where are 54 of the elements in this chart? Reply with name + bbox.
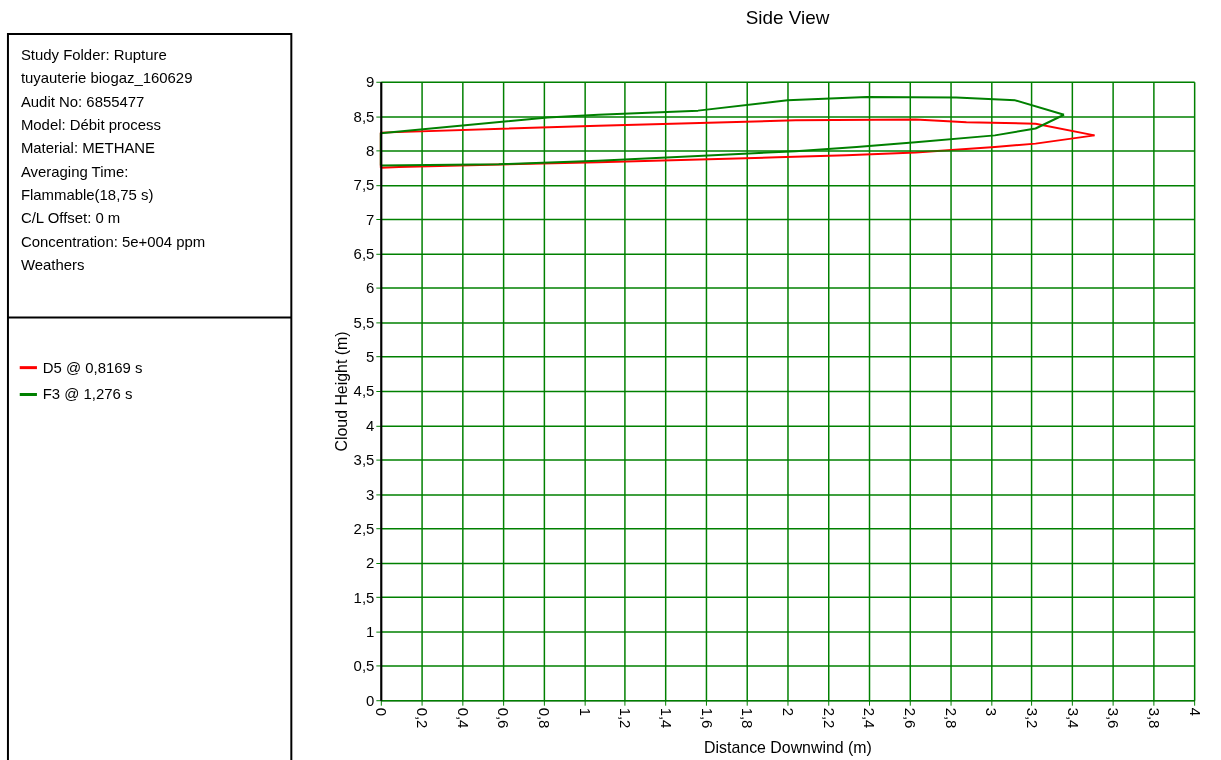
y-tick-label: 2 xyxy=(366,555,375,572)
x-tick-label: 2,8 xyxy=(942,707,959,729)
y-tick-label: 4,5 xyxy=(353,383,375,400)
x-tick-label: 3,2 xyxy=(1024,707,1041,729)
x-axis-title: Distance Downwind (m) xyxy=(704,739,872,757)
y-tick-label: 6 xyxy=(366,280,375,297)
text: C/L Offset: 0 m xyxy=(20,210,121,227)
y-tick-label: 6,5 xyxy=(353,246,375,263)
x-tick-label: 2,2 xyxy=(820,707,837,729)
y-tick-label: 5 xyxy=(366,349,375,366)
y-tick-label: 8,5 xyxy=(353,108,375,125)
x-tick-label: 3,4 xyxy=(1064,707,1081,729)
x-tick-label: 0 xyxy=(373,707,390,716)
text: Flammable(18,75 s) xyxy=(20,187,154,204)
x-tick-label: 2,4 xyxy=(861,707,878,729)
text: Averaging Time: xyxy=(20,163,129,180)
x-tick-label: 3 xyxy=(983,707,1000,716)
text: Audit No: 6855477 xyxy=(20,93,145,110)
text: Study Folder: Rupture xyxy=(20,46,167,63)
x-tick-label: 3,6 xyxy=(1105,707,1122,729)
text: tuyauterie biogaz_160629 xyxy=(20,70,193,87)
y-tick-label: 7 xyxy=(366,211,375,228)
legend-label: F3 @ 1,276 s xyxy=(42,386,133,403)
y-tick-label: 7,5 xyxy=(353,177,375,194)
y-tick-label: 3,5 xyxy=(353,452,375,469)
y-tick-label: 1,5 xyxy=(353,589,375,606)
y-tick-label: 9 xyxy=(366,74,375,91)
text: Material: METHANE xyxy=(20,140,156,157)
x-tick-label: 3,8 xyxy=(1146,707,1163,729)
y-tick-label: 0,5 xyxy=(353,658,375,675)
text: Model: Débit process xyxy=(20,117,161,133)
y-tick-label: 3 xyxy=(366,486,375,503)
y-tick-label: 5,5 xyxy=(353,314,375,331)
x-tick-label: 0,4 xyxy=(454,707,471,729)
legend-label: D5 @ 0,8169 s xyxy=(42,359,143,376)
chart-title: Side View xyxy=(745,7,830,29)
x-tick-label: 2 xyxy=(780,707,797,716)
y-tick-label: 1 xyxy=(366,623,375,640)
y-tick-label: 2,5 xyxy=(353,520,375,537)
x-tick-label: 1,6 xyxy=(698,707,715,729)
text: Concentration: 5e+004 ppm xyxy=(20,233,206,250)
x-tick-label: 0,8 xyxy=(536,707,553,729)
y-tick-label: 4 xyxy=(366,417,375,434)
x-tick-label: 1 xyxy=(576,707,593,716)
x-tick-label: 4 xyxy=(1186,707,1203,716)
x-tick-label: 0,2 xyxy=(414,707,431,729)
y-tick-label: 8 xyxy=(366,142,375,159)
x-tick-label: 1,8 xyxy=(739,707,756,729)
x-tick-label: 0,6 xyxy=(495,707,512,729)
y-axis-title: Cloud Height (m) xyxy=(332,331,350,452)
x-tick-label: 1,4 xyxy=(658,707,675,729)
x-tick-label: 1,2 xyxy=(617,707,634,729)
text: Weathers xyxy=(20,257,85,274)
x-tick-label: 2,6 xyxy=(902,707,919,729)
